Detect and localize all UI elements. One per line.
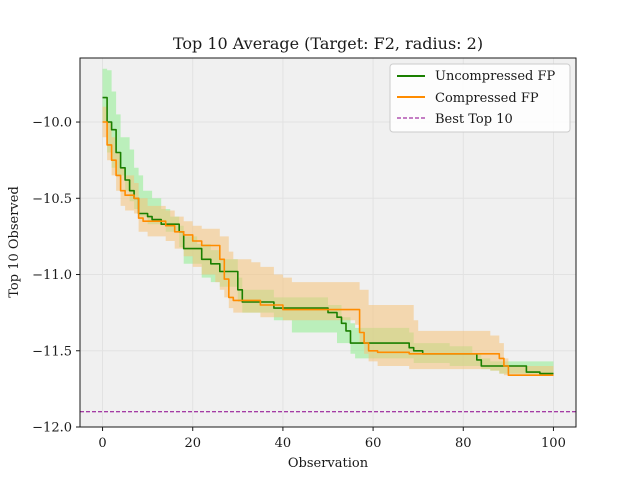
y-tick-label: −10.0 [32,116,72,131]
legend-label-compressed: Compressed FP [435,91,539,106]
legend-label-best: Best Top 10 [435,112,513,127]
series-line-1 [102,121,554,376]
y-tick-label: −12.0 [32,421,72,436]
x-tick-label: 80 [455,436,472,451]
x-tick-label: 60 [365,436,382,451]
chart-title: Top 10 Average (Target: F2, radius: 2) [173,34,483,53]
y-axis-label: Top 10 Observed [7,186,22,298]
x-tick-label: 40 [275,436,292,451]
x-tick-label: 0 [98,436,106,451]
y-axis-ticks: −12.0 −11.5 −11.0 −10.5 −10.0 [32,116,80,436]
series-lines [80,96,576,413]
x-tick-label: 100 [541,436,566,451]
x-tick-label: 20 [184,436,201,451]
legend: Uncompressed FP Compressed FP Best Top 1… [389,63,571,133]
series-line-0 [102,96,554,375]
plot-frame [79,57,577,428]
y-tick-label: −11.0 [32,268,72,283]
x-axis-ticks: 0 20 40 60 80 100 [98,427,566,451]
x-axis-label: Observation [288,456,369,471]
y-tick-label: −11.5 [32,344,72,359]
legend-box [389,63,571,133]
y-tick-label: −10.5 [32,192,72,207]
legend-label-uncompressed: Uncompressed FP [435,69,556,84]
